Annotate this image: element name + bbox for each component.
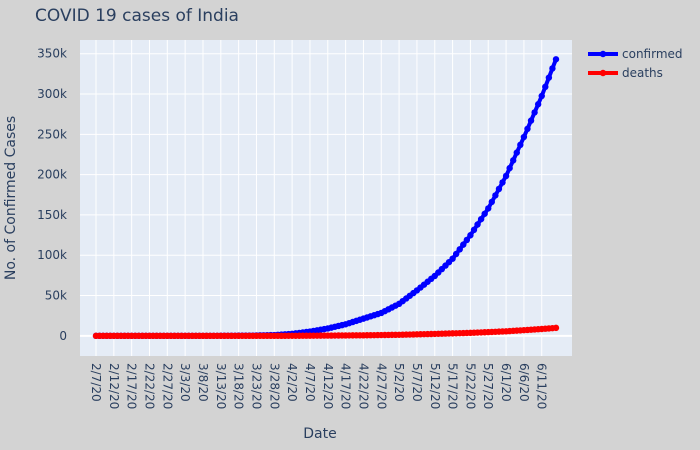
x-tick-label: 5/7/20 — [410, 363, 424, 402]
data-point-confirmed[interactable] — [481, 210, 488, 217]
data-point-confirmed[interactable] — [524, 125, 531, 133]
x-tick-label: 4/17/20 — [339, 363, 353, 409]
data-point-confirmed[interactable] — [485, 205, 492, 212]
legend-label-deaths[interactable]: deaths — [622, 66, 663, 80]
y-tick-label: 0 — [59, 329, 67, 343]
series-layer — [92, 56, 560, 340]
y-tick-label: 100k — [37, 248, 67, 262]
x-tick-label: 5/12/20 — [428, 363, 442, 409]
data-point-confirmed[interactable] — [502, 172, 510, 180]
x-tick-label: 2/17/20 — [125, 363, 139, 409]
data-point-confirmed[interactable] — [463, 236, 471, 244]
data-point-confirmed[interactable] — [510, 157, 517, 164]
y-tick-label: 350k — [37, 47, 67, 61]
x-tick-label: 4/7/20 — [303, 363, 317, 402]
legend-marker-confirmed — [599, 50, 607, 58]
x-tick-label: 3/3/20 — [178, 363, 192, 402]
data-point-confirmed[interactable] — [488, 198, 496, 206]
data-point-confirmed[interactable] — [456, 246, 463, 253]
y-tick-label: 200k — [37, 168, 67, 182]
data-point-confirmed[interactable] — [467, 232, 474, 239]
x-tick-label: 2/22/20 — [142, 363, 156, 409]
grid-lines — [80, 40, 572, 356]
y-axis-title: No. of Confirmed Cases — [3, 116, 19, 280]
legend-label-confirmed[interactable]: confirmed — [622, 47, 683, 61]
x-tick-label: 4/2/20 — [285, 363, 299, 402]
data-point-confirmed[interactable] — [477, 215, 485, 223]
data-point-confirmed[interactable] — [552, 56, 560, 63]
data-point-confirmed[interactable] — [549, 65, 556, 72]
x-tick-label: 3/13/20 — [214, 363, 228, 409]
x-tick-label: 5/22/20 — [463, 363, 477, 409]
x-tick-label: 6/11/20 — [535, 363, 549, 409]
x-tick-label: 5/17/20 — [446, 363, 460, 409]
x-tick-label: 3/28/20 — [267, 363, 281, 409]
x-axis-title: Date — [303, 426, 336, 442]
data-point-confirmed[interactable] — [470, 226, 478, 234]
x-tick-label: 2/12/20 — [107, 363, 121, 409]
y-tick-label: 250k — [37, 127, 67, 141]
x-tick-label: 2/27/20 — [160, 363, 174, 409]
data-point-confirmed[interactable] — [492, 192, 499, 199]
legend-marker-deaths — [599, 69, 607, 77]
data-point-confirmed[interactable] — [449, 255, 456, 262]
data-point-confirmed[interactable] — [506, 164, 513, 172]
x-tick-label: 3/8/20 — [196, 363, 210, 402]
x-tick-label: 4/27/20 — [374, 363, 388, 409]
data-point-confirmed[interactable] — [499, 179, 506, 186]
data-point-confirmed[interactable] — [460, 241, 467, 248]
y-axis-ticks: 0 50k 100k 150k 200k 250k 300k 350k — [37, 47, 67, 343]
y-tick-label: 50k — [45, 289, 67, 303]
data-point-confirmed[interactable] — [534, 101, 542, 108]
data-point-confirmed[interactable] — [495, 185, 503, 193]
x-tick-label: 3/18/20 — [232, 363, 246, 409]
plot-area — [80, 40, 572, 356]
data-point-confirmed[interactable] — [527, 117, 535, 124]
data-point-confirmed[interactable] — [531, 109, 538, 116]
legend[interactable]: confirmed deaths — [588, 47, 683, 80]
data-point-confirmed[interactable] — [452, 250, 460, 258]
data-point-confirmed[interactable] — [545, 74, 553, 81]
data-point-deaths[interactable] — [552, 324, 560, 332]
data-point-confirmed[interactable] — [542, 83, 549, 91]
data-point-confirmed[interactable] — [538, 92, 545, 100]
x-tick-label: 5/2/20 — [392, 363, 406, 402]
x-tick-label: 6/6/20 — [517, 363, 531, 402]
y-tick-label: 300k — [37, 87, 67, 101]
data-point-confirmed[interactable] — [517, 141, 524, 149]
x-axis-ticks: 2/7/20 2/12/20 2/17/20 2/22/20 2/27/20 3/3/20… — [89, 363, 549, 409]
x-tick-label: 4/22/20 — [356, 363, 370, 409]
x-tick-label: 3/23/20 — [249, 363, 263, 409]
chart-title: COVID 19 cases of India — [35, 6, 239, 26]
x-tick-label: 6/1/20 — [499, 363, 513, 402]
data-point-confirmed[interactable] — [474, 221, 481, 228]
x-tick-label: 5/27/20 — [481, 363, 495, 409]
y-tick-label: 150k — [37, 208, 67, 222]
data-point-confirmed[interactable] — [513, 149, 520, 156]
data-point-confirmed[interactable] — [520, 133, 528, 141]
x-tick-label: 4/12/20 — [321, 363, 335, 409]
x-tick-label: 2/7/20 — [89, 363, 103, 402]
